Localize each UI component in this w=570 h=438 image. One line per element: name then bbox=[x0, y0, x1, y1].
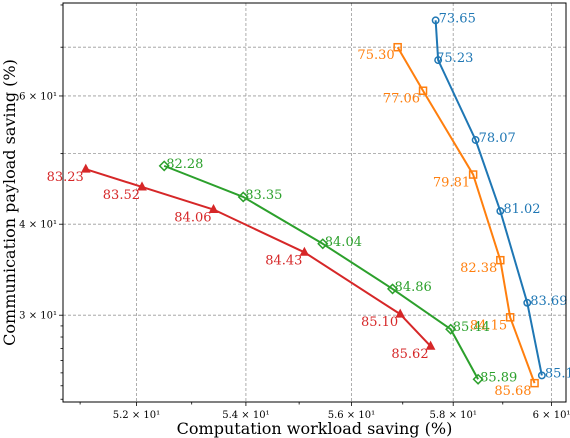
data-label: 81.02 bbox=[503, 202, 540, 217]
series-triangle bbox=[80, 163, 436, 350]
x-tick-label: 6 × 10¹ bbox=[533, 410, 570, 421]
series-square bbox=[393, 42, 539, 388]
x-tick-label: 5.8 × 10¹ bbox=[430, 410, 477, 421]
data-point-circle bbox=[471, 136, 480, 144]
data-point-diamond bbox=[158, 160, 170, 172]
data-point-triangle bbox=[137, 181, 147, 191]
x-axis-label: Computation workload saving (%) bbox=[177, 419, 453, 438]
x-tick-label: 5.2 × 10¹ bbox=[113, 410, 160, 421]
y-tick-label: 6 × 10¹ bbox=[19, 91, 57, 102]
data-point-square bbox=[393, 42, 402, 52]
data-point-triangle bbox=[425, 340, 436, 350]
data-point-circle bbox=[537, 371, 546, 380]
annotation-layer: 73.65 75.23 78.07 81.02 83.69 85.17 75.30 77.06… bbox=[47, 11, 570, 399]
data-label: 84.15 bbox=[470, 318, 507, 333]
data-label: 85.89 bbox=[480, 370, 517, 385]
data-label: 82.38 bbox=[460, 261, 497, 276]
data-point-triangle bbox=[299, 246, 310, 256]
data-label: 82.28 bbox=[166, 157, 203, 172]
plot-frame bbox=[62, 2, 567, 403]
data-label: 79.81 bbox=[433, 176, 470, 191]
series-line bbox=[163, 164, 479, 380]
data-point-circle bbox=[523, 298, 532, 307]
data-label: 85.62 bbox=[391, 347, 428, 362]
data-label: 85.17 bbox=[545, 366, 570, 381]
y-tick-label: 4 × 10¹ bbox=[19, 220, 57, 231]
series-line bbox=[434, 20, 543, 376]
data-label: 83.23 bbox=[47, 170, 84, 185]
series-circle bbox=[431, 16, 546, 380]
data-point-triangle bbox=[208, 203, 219, 214]
data-point-square bbox=[496, 255, 505, 265]
data-label: 83.35 bbox=[245, 188, 282, 203]
series-line bbox=[396, 46, 536, 384]
series-diamond bbox=[158, 160, 484, 385]
data-label: 85.68 bbox=[494, 384, 531, 399]
data-label: 83.69 bbox=[530, 294, 567, 309]
y-axis-ticks: 3 × 10¹ 4 × 10¹ 6 × 10¹ bbox=[19, 4, 63, 400]
data-label: 75.30 bbox=[357, 48, 394, 63]
data-point-square bbox=[530, 378, 539, 388]
data-point-square bbox=[468, 170, 478, 179]
data-point-diamond bbox=[445, 323, 457, 335]
data-point-circle bbox=[431, 16, 440, 25]
y-axis-label: Communication payload saving (%) bbox=[0, 59, 19, 346]
data-label: 78.07 bbox=[479, 131, 516, 146]
data-label: 84.86 bbox=[395, 280, 432, 295]
series-line bbox=[85, 168, 432, 347]
data-point-triangle bbox=[80, 163, 91, 173]
data-point-square bbox=[505, 313, 515, 322]
x-tick-label: 5.6 × 10¹ bbox=[328, 410, 375, 421]
data-label: 83.52 bbox=[103, 188, 140, 203]
y-tick-label: 3 × 10¹ bbox=[19, 311, 57, 322]
data-label: 75.23 bbox=[436, 51, 473, 66]
data-label: 84.06 bbox=[174, 211, 211, 226]
x-axis-ticks: 5.2 × 10¹ 5.4 × 10¹ 5.6 × 10¹ 5.8 × 10¹ 6 × … bbox=[79, 402, 570, 421]
data-label: 84.43 bbox=[265, 253, 302, 268]
data-point-diamond bbox=[317, 238, 329, 250]
x-tick-label: 5.4 × 10¹ bbox=[222, 410, 269, 421]
data-point-circle bbox=[496, 207, 505, 215]
data-label: 84.04 bbox=[325, 235, 362, 250]
series-layer bbox=[80, 16, 546, 388]
data-label: 73.65 bbox=[439, 11, 476, 26]
data-point-diamond bbox=[386, 283, 399, 295]
data-label: 85.10 bbox=[361, 315, 398, 330]
data-point-square bbox=[418, 86, 428, 95]
data-point-diamond bbox=[237, 191, 249, 203]
data-label: 77.06 bbox=[383, 92, 420, 107]
data-point-triangle bbox=[395, 308, 406, 318]
data-label: 85.44 bbox=[453, 320, 490, 335]
data-point-diamond bbox=[472, 373, 484, 385]
data-point-circle bbox=[434, 56, 443, 65]
